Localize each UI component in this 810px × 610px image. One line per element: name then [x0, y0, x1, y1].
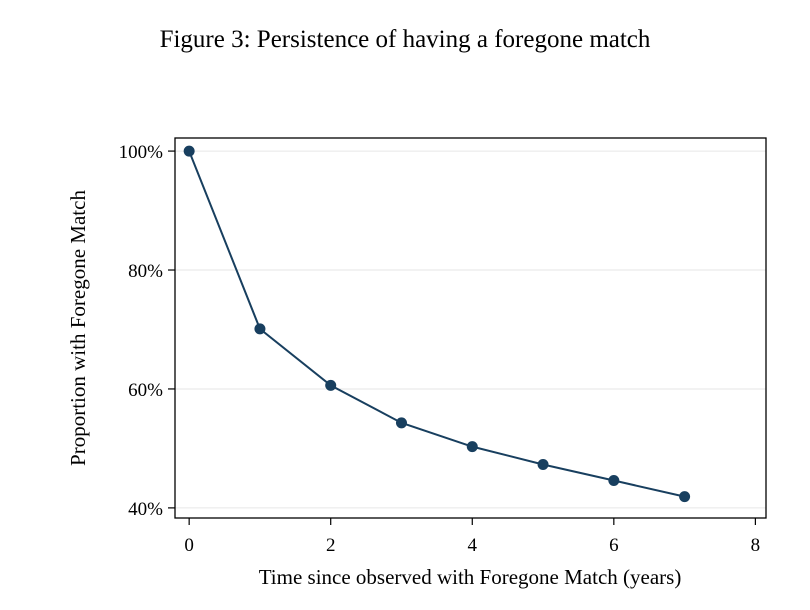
- y-tick-label-3: 100%: [119, 142, 164, 163]
- data-point-4: [466, 441, 478, 453]
- axis-ticks: 40% 60% 80% 100% 0 2 4 6 8: [119, 142, 760, 556]
- plot-frame: [174, 137, 767, 519]
- data-point-5: [537, 458, 549, 470]
- x-tick-label-1: 2: [326, 535, 336, 556]
- y-axis-title: Proportion with Foregone Match: [66, 190, 90, 466]
- data-point-3: [395, 417, 407, 429]
- data-point-2: [325, 379, 337, 391]
- data-point-0: [183, 145, 195, 157]
- series-layer: [183, 145, 691, 503]
- data-point-1: [254, 323, 266, 335]
- y-tick-label-1: 60%: [128, 380, 163, 401]
- x-tick-label-0: 0: [184, 535, 194, 556]
- data-point-7: [679, 491, 691, 503]
- x-tick-label-4: 8: [751, 535, 761, 556]
- y-tick-label-2: 80%: [128, 261, 163, 282]
- x-tick-label-3: 6: [609, 535, 619, 556]
- data-point-6: [608, 475, 620, 487]
- grid-lines: [175, 150, 766, 509]
- y-tick-label-0: 40%: [128, 499, 163, 520]
- series-line-0: [188, 150, 685, 498]
- figure-title: Figure 3: Persistence of having a forego…: [159, 26, 651, 53]
- x-axis-title: Time since observed with Foregone Match …: [259, 565, 682, 589]
- x-tick-label-2: 4: [468, 535, 478, 556]
